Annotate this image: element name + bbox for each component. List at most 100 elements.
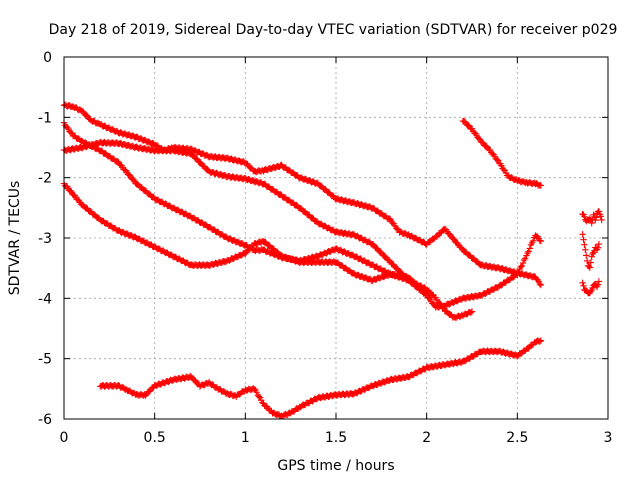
x-tick-label: 3 — [604, 430, 613, 446]
data-point — [125, 171, 133, 178]
y-tick-labels: 0 -1 -2 -3 -4 -5 -6 — [38, 50, 52, 428]
data-point — [114, 157, 121, 165]
data-point — [479, 138, 486, 146]
x-tick-labels: 0 0.5 1 1.5 2 2.5 3 — [60, 430, 613, 446]
data-point — [472, 130, 479, 137]
x-tick-label: 0 — [60, 430, 69, 446]
y-tick-label: 0 — [43, 50, 52, 66]
y-tick-label: -5 — [38, 352, 52, 368]
series-trace-e — [97, 337, 545, 420]
data-point — [594, 244, 602, 251]
data-point — [494, 157, 502, 164]
data-point — [579, 279, 586, 286]
data-points — [60, 101, 605, 420]
x-tick-label: 1.5 — [325, 430, 347, 446]
data-point — [586, 215, 594, 222]
data-point — [394, 225, 401, 233]
data-point — [592, 217, 599, 224]
data-point — [595, 208, 603, 215]
data-point — [530, 237, 537, 245]
y-axis-label: SDTVAR / TECUs — [7, 181, 23, 296]
data-point — [518, 262, 526, 270]
data-point — [255, 393, 263, 400]
data-point — [67, 187, 74, 194]
data-point — [536, 338, 544, 345]
data-point — [585, 263, 593, 270]
series-trace-b — [60, 138, 545, 311]
y-tick-label: -3 — [38, 231, 52, 247]
data-point — [589, 250, 596, 258]
data-point — [583, 257, 591, 265]
data-point — [537, 337, 545, 344]
x-tick-label: 1 — [241, 430, 250, 446]
series-trace-c — [60, 119, 476, 321]
data-point — [580, 236, 587, 243]
data-point — [581, 241, 588, 248]
y-tick-label: -6 — [38, 412, 52, 428]
data-point — [534, 276, 541, 284]
x-tick-label: 2.5 — [506, 430, 528, 446]
data-point — [581, 213, 588, 220]
x-tick-label: 0.5 — [144, 430, 166, 446]
data-point — [595, 278, 603, 285]
data-point — [579, 231, 586, 238]
data-point — [435, 299, 443, 306]
data-point — [524, 249, 531, 257]
data-point — [594, 281, 602, 288]
data-point — [537, 281, 545, 289]
data-point — [193, 155, 200, 162]
data-point — [377, 248, 384, 256]
series-trace-f — [459, 117, 545, 189]
data-point — [422, 287, 429, 295]
data-point — [386, 215, 393, 222]
data-point — [520, 256, 528, 264]
data-point — [423, 289, 430, 296]
data-point — [536, 280, 544, 288]
data-point — [537, 182, 545, 189]
series-trace-h — [579, 278, 603, 297]
data-point — [588, 219, 595, 227]
tick-marks — [63, 56, 609, 420]
series-trace-d — [60, 180, 430, 296]
data-point — [468, 308, 476, 315]
series-trace-a — [60, 101, 545, 289]
y-tick-label: -1 — [38, 110, 52, 126]
y-tick-label: -2 — [38, 171, 52, 187]
data-point — [515, 269, 522, 276]
data-point — [242, 250, 249, 257]
data-point — [597, 213, 604, 220]
data-point — [583, 252, 590, 259]
data-point — [525, 248, 532, 255]
data-point — [425, 294, 433, 302]
data-point — [522, 255, 529, 262]
x-axis-label: GPS time / hours — [277, 458, 394, 474]
chart-title: Day 218 of 2019, Sidereal Day-to-day VTE… — [49, 22, 618, 38]
data-point — [537, 237, 545, 245]
data-point — [587, 259, 594, 266]
data-point — [450, 235, 457, 242]
data-point — [411, 279, 418, 286]
data-point — [465, 122, 472, 129]
data-point — [467, 309, 475, 316]
data-point — [586, 264, 594, 271]
data-point — [582, 246, 589, 253]
series-trace-g — [579, 208, 605, 227]
grid-lines — [64, 57, 608, 419]
data-point — [593, 214, 600, 221]
data-point — [498, 162, 505, 169]
data-point — [595, 240, 603, 248]
y-tick-label: -4 — [38, 291, 52, 307]
data-point — [580, 282, 587, 289]
data-point — [587, 287, 594, 295]
data-point — [517, 263, 524, 271]
data-point — [493, 156, 501, 163]
data-point — [253, 389, 260, 396]
data-point — [519, 259, 527, 267]
data-point — [83, 112, 90, 119]
data-point — [406, 274, 413, 282]
data-point — [598, 216, 605, 224]
series-trace-i — [579, 231, 603, 271]
x-tick-label: 2 — [422, 430, 431, 446]
